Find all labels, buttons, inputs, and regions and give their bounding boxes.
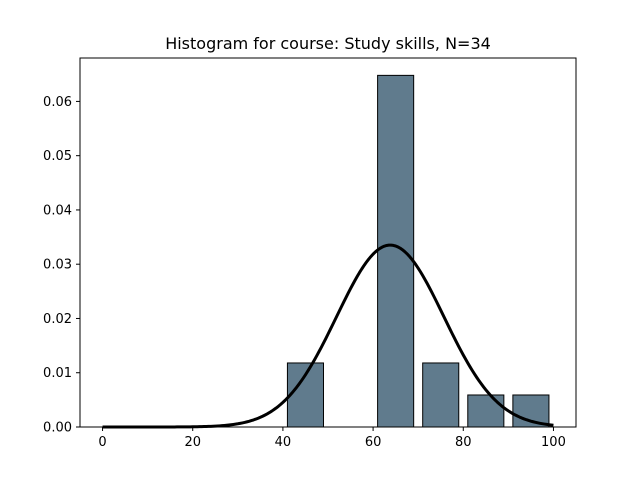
y-tick-label: 0.04 [43,203,72,218]
y-tick-label: 0.02 [43,312,72,327]
x-tick-label: 40 [275,435,292,450]
chart-title: Histogram for course: Study skills, N=34 [165,34,491,53]
histogram-bar-3 [422,362,460,428]
x-tick-label: 60 [365,435,382,450]
y-tick-label: 0.00 [43,421,72,436]
plot-area: 0 20 40 60 80 100 0.00 0.01 0.02 0.03 0.04 0.05 0.06 [43,57,577,450]
histogram-bar-4 [467,394,505,428]
x-tick-label: 80 [455,435,472,450]
y-tick-label: 0.01 [43,366,72,381]
y-tick-label: 0.06 [43,95,72,110]
y-tick-label: 0.03 [43,258,72,273]
x-tick-label: 20 [184,435,201,450]
x-tick-label: 100 [541,435,566,450]
axes-frame [79,57,577,428]
histogram-bar-2 [377,74,415,428]
x-tick-label: 0 [98,435,106,450]
y-tick-label: 0.05 [43,149,72,164]
